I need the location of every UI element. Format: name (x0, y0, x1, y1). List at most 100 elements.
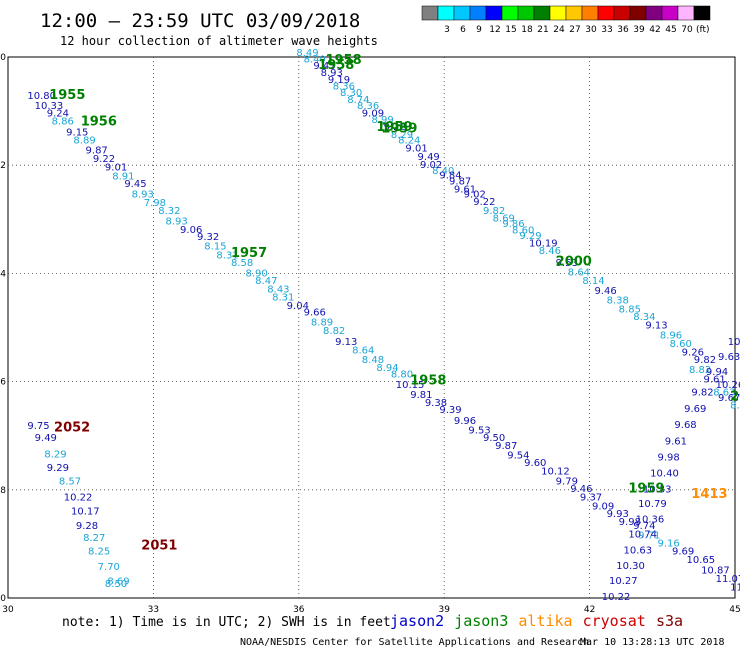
swh-value: 9.13 (335, 337, 357, 348)
chart-subtitle: 12 hour collection of altimeter wave hei… (60, 34, 378, 48)
swh-value: 9.63 (718, 352, 740, 363)
x-tick-label: 45 (729, 605, 740, 615)
swh-value: 9.54 (507, 450, 529, 461)
swh-value: 8.47 (255, 276, 277, 287)
swh-value: 10.27 (609, 576, 638, 587)
swh-value: 8.46 (539, 246, 561, 257)
swh-value: 8.36 (333, 81, 355, 92)
pass-time-label: 2000 (556, 254, 592, 269)
swh-value: 10.17 (71, 507, 100, 518)
colorbar-label: 15 (505, 25, 516, 35)
colorbar-swatch (597, 5, 615, 21)
swh-value: 9.22 (473, 197, 495, 208)
colorbar-swatch (677, 5, 695, 21)
y-tick-label: -54 (0, 269, 6, 279)
swh-value: 9.43 (313, 61, 335, 72)
swh-value: 8.80 (391, 369, 413, 380)
swh-value: 8.60 (512, 225, 534, 236)
swh-value: 9.81 (410, 390, 432, 401)
swh-value: 10.26 (716, 380, 740, 391)
swh-value: 9.26 (682, 348, 704, 359)
pass-time-label: 1413 (691, 487, 727, 502)
swh-value: 9.87 (495, 441, 517, 452)
colorbar-label: 45 (665, 25, 676, 35)
swh-value: 8.74 (347, 95, 369, 106)
colorbar-label: 18 (521, 25, 533, 35)
swh-value: 7.70 (98, 562, 120, 573)
swh-value: 8.31 (272, 292, 294, 303)
pass-time-label: 2051 (141, 538, 177, 553)
x-tick-label: 42 (584, 605, 595, 615)
swh-value: 9.53 (556, 258, 578, 269)
swh-value: 10.15 (396, 380, 425, 391)
swh-value: 8.94 (376, 363, 398, 374)
swh-value: 9.19 (328, 75, 350, 86)
swh-value: 9.45 (124, 179, 146, 190)
swh-value: 9.94 (706, 367, 728, 378)
swh-value: 9.61 (703, 375, 725, 386)
swh-value: 8.82 (323, 326, 345, 337)
swh-value: 8.48 (362, 355, 384, 366)
swh-value: 10.80 (27, 91, 56, 102)
satellite-legend-item: jason3 (454, 612, 508, 630)
swh-value: 9.66 (304, 308, 326, 319)
plot-frame (7, 56, 736, 599)
swh-value: 9.61 (665, 436, 687, 447)
y-tick-label: -52 (0, 161, 6, 171)
pass-time-label: 1959 (381, 122, 417, 137)
swh-value: 9.49 (418, 152, 440, 163)
swh-value: 8.57 (59, 476, 81, 487)
swh-value: 8.69 (493, 213, 515, 224)
swh-value: 9.24 (47, 109, 69, 120)
colorbar-label: 70 (681, 25, 693, 35)
swh-value: 9.28 (76, 521, 98, 532)
colorbar-label: 12 (489, 25, 500, 35)
colorbar-label: 9 (476, 25, 482, 35)
swh-value: 8.29 (391, 130, 413, 141)
colorbar-label: 33 (601, 25, 612, 35)
colorbar-swatch (533, 5, 551, 21)
swh-value: 8.29 (44, 449, 66, 460)
colorbar-label: 42 (649, 25, 660, 35)
colorbar-swatch (437, 5, 455, 21)
pass-time-label: 1958 (410, 373, 446, 388)
swh-value: 9.82 (694, 355, 716, 366)
swh-value: 9.67 (718, 393, 740, 404)
swh-value: 9.61 (454, 184, 476, 195)
swh-value: 8.89 (311, 317, 333, 328)
swh-value: 8.24 (398, 136, 420, 147)
swh-value: 9.98 (657, 453, 679, 464)
colorbar-label: 39 (633, 25, 645, 35)
swh-value: 10.12 (541, 467, 570, 478)
swh-value: 9.22 (384, 122, 406, 133)
swh-value: 9.68 (674, 420, 696, 431)
swh-value: 9.16 (657, 539, 679, 550)
satellite-legend-item: cryosat (583, 612, 646, 630)
pass-time-label: 1959 (376, 120, 412, 135)
swh-value: 10.22 (728, 337, 740, 348)
chart-title: 12:00 — 23:59 UTC 03/09/2018 (40, 10, 360, 32)
x-tick-label: 33 (148, 605, 159, 615)
swh-value: 9.96 (454, 416, 476, 427)
colorbar-swatch (549, 5, 567, 21)
swh-value: 8.34 (633, 312, 655, 323)
swh-value: 8.69 (107, 576, 129, 587)
swh-value: 8.27 (83, 533, 105, 544)
swh-value: 8.14 (582, 276, 604, 287)
colorbar-swatch (629, 5, 647, 21)
swh-value: 8.31 (216, 250, 238, 261)
y-tick-label: -60 (0, 594, 6, 604)
colorbar-swatch (517, 5, 535, 21)
swh-value: 9.71 (638, 530, 660, 541)
swh-value: 9.15 (66, 127, 88, 138)
swh-value: 8.73 (730, 401, 740, 412)
swh-value: 9.09 (362, 109, 384, 120)
swh-value: 9.02 (420, 160, 442, 171)
pass-time-label: 20 (730, 390, 740, 405)
swh-value: 10.22 (64, 493, 93, 504)
colorbar-swatch (613, 5, 631, 21)
swh-value: 9.38 (425, 398, 447, 409)
colorbar-label: 36 (617, 25, 629, 35)
swh-value: 9.87 (449, 177, 471, 188)
